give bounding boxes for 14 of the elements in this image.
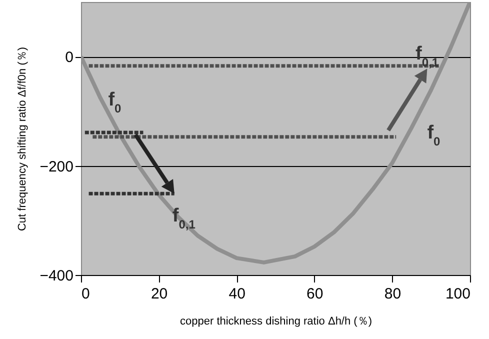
annotation: f$_{0}$ [427, 122, 441, 149]
x-tick-label: 60 [306, 286, 324, 302]
x-tick-label: 100 [445, 286, 470, 302]
y-axis-title: Cut frequency shifting ratio Δf/f0n (％) [16, 46, 29, 232]
x-tick-label: 0 [82, 286, 90, 302]
annotation: f$_{0,1}$ [172, 206, 196, 232]
y-tick-label: 0 [65, 49, 74, 66]
y-tick-label: −200 [40, 158, 74, 176]
x-tick-label: 80 [384, 286, 402, 302]
y-tick-label: −400 [40, 268, 74, 284]
x-tick-label: 40 [228, 286, 246, 302]
x-tick-label: 20 [150, 286, 168, 302]
x-axis-title: copper thickness dishing ratio Δh/h (％) [180, 316, 372, 328]
annotation: f$_{0}$ [108, 90, 122, 116]
